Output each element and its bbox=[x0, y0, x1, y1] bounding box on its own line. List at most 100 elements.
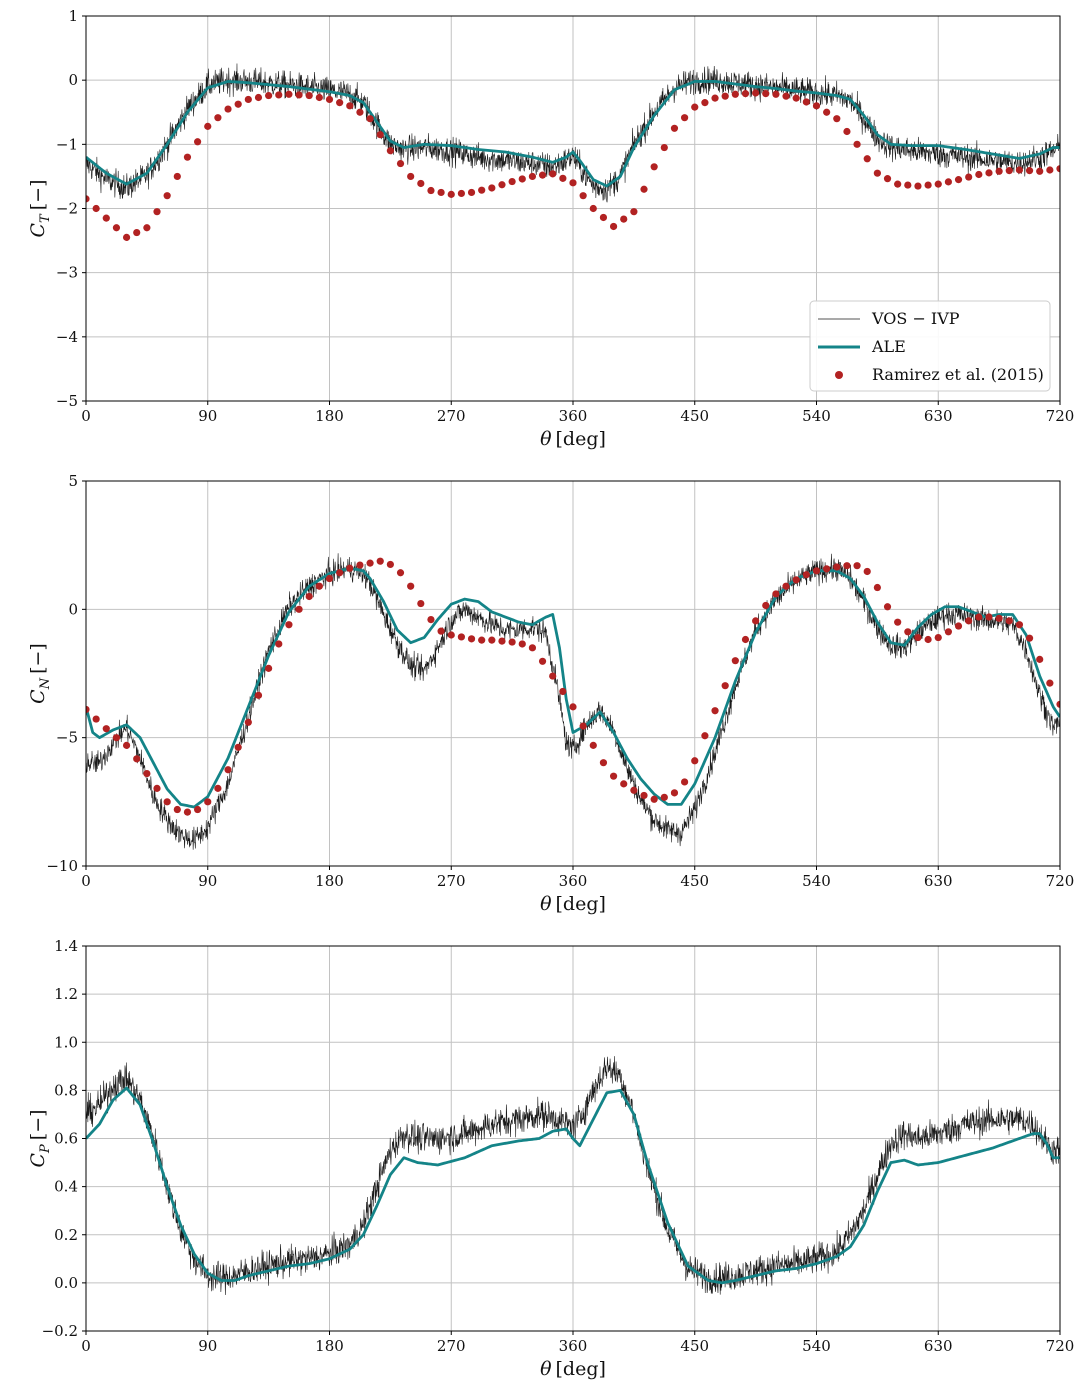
y-tick-label: 1 bbox=[68, 7, 78, 25]
series-ramirez-point bbox=[833, 115, 841, 123]
series-ramirez-point bbox=[305, 91, 313, 100]
series-ramirez-point bbox=[427, 616, 435, 624]
series-ramirez-point bbox=[92, 715, 100, 723]
series-ramirez-point bbox=[670, 789, 679, 797]
series-ramirez-point bbox=[376, 131, 384, 139]
series-ramirez-point bbox=[965, 617, 973, 625]
legend-label: VOS − IVP bbox=[871, 309, 960, 328]
series-ramirez-point bbox=[843, 127, 851, 136]
series-ramirez-point bbox=[153, 784, 161, 792]
y-tick-label: 5 bbox=[68, 472, 78, 490]
series-ramirez-point bbox=[1036, 655, 1044, 663]
x-tick-label: 270 bbox=[437, 1337, 466, 1355]
series-ramirez-point bbox=[772, 90, 780, 98]
series-ramirez-point bbox=[985, 613, 993, 621]
x-tick-label: 360 bbox=[559, 872, 588, 890]
series-ramirez-point bbox=[528, 644, 537, 652]
series-ramirez-point bbox=[528, 172, 537, 181]
legend-label: Ramirez et al. (2015) bbox=[872, 365, 1044, 384]
series-ramirez-point bbox=[772, 590, 780, 598]
series-ramirez-point bbox=[437, 627, 445, 635]
series-ramirez-point bbox=[356, 108, 364, 116]
x-axis-label-unit: [deg] bbox=[556, 893, 606, 915]
series-ramirez-point bbox=[1056, 165, 1060, 173]
series-ale-line bbox=[86, 80, 1060, 188]
series-ramirez-point bbox=[802, 98, 810, 106]
x-tick-label: 720 bbox=[1046, 1337, 1075, 1355]
series-ramirez-point bbox=[812, 102, 821, 110]
x-tick-label: 630 bbox=[924, 407, 953, 425]
y-tick-label: −5 bbox=[56, 729, 78, 747]
series-ramirez-point bbox=[650, 163, 658, 171]
series-ramirez-point bbox=[731, 90, 739, 98]
series-ramirez-point bbox=[579, 192, 587, 200]
series-ramirez-point bbox=[244, 95, 252, 104]
series-ramirez-point bbox=[944, 178, 953, 186]
series-ramirez-point bbox=[153, 208, 161, 216]
series-ramirez-point bbox=[194, 138, 202, 146]
series-ramirez-point bbox=[457, 633, 465, 641]
series-ramirez-point bbox=[86, 705, 90, 714]
series-ramirez-point bbox=[640, 185, 648, 193]
y-tick-label: 0 bbox=[68, 71, 78, 89]
series-ramirez-point bbox=[265, 664, 273, 672]
y-axis-label-sub: P bbox=[38, 1144, 53, 1154]
series-ramirez-point bbox=[386, 560, 394, 569]
series-ramirez-point bbox=[914, 633, 922, 642]
series-ramirez-point bbox=[467, 188, 476, 197]
series-ramirez-point bbox=[275, 640, 283, 648]
y-tick-label: 1.0 bbox=[54, 1033, 78, 1051]
plot-area bbox=[86, 63, 1060, 241]
series-ramirez-point bbox=[599, 213, 608, 222]
series-ramirez-point bbox=[366, 559, 374, 567]
y-axis-label-sub: N bbox=[38, 677, 53, 690]
series-ramirez-point bbox=[579, 722, 587, 730]
legend-swatch-ramirez bbox=[835, 371, 843, 379]
series-ramirez-point bbox=[325, 95, 334, 104]
x-tick-label: 180 bbox=[315, 1337, 344, 1355]
series-ramirez-point bbox=[833, 563, 841, 571]
series-ramirez-point bbox=[599, 759, 608, 767]
series-ramirez-point bbox=[873, 169, 881, 177]
y-tick-label: −2 bbox=[56, 200, 78, 218]
y-tick-label: 0 bbox=[68, 600, 78, 618]
x-tick-label: 90 bbox=[198, 407, 217, 425]
series-ramirez-point bbox=[640, 791, 648, 800]
x-tick-label: 360 bbox=[559, 407, 588, 425]
series-ramirez-point bbox=[1025, 167, 1034, 175]
y-axis-label-var: C bbox=[27, 222, 49, 237]
x-tick-label: 630 bbox=[924, 872, 953, 890]
x-tick-label: 270 bbox=[437, 872, 466, 890]
y-tick-label: −3 bbox=[56, 264, 78, 282]
series-ramirez-point bbox=[315, 582, 323, 590]
series-ramirez-point bbox=[498, 181, 506, 189]
series-ramirez-point bbox=[427, 186, 435, 195]
x-tick-label: 90 bbox=[198, 1337, 217, 1355]
series-ramirez-point bbox=[894, 618, 902, 626]
series-ramirez-point bbox=[691, 103, 699, 111]
y-tick-label: −4 bbox=[56, 328, 78, 346]
x-tick-label: 360 bbox=[559, 1337, 588, 1355]
series-ramirez-point bbox=[518, 175, 526, 183]
series-ramirez-point bbox=[975, 170, 983, 179]
series-ramirez-point bbox=[721, 92, 729, 100]
series-ramirez-point bbox=[234, 100, 242, 108]
series-ramirez-point bbox=[934, 180, 942, 188]
y-tick-label: 0.8 bbox=[54, 1081, 78, 1099]
series-ramirez-point bbox=[92, 204, 100, 213]
series-ramirez-point bbox=[620, 215, 628, 223]
x-axis-label: θ [deg] bbox=[540, 428, 606, 450]
x-axis-label-var: θ bbox=[540, 893, 552, 915]
series-ramirez-point bbox=[204, 122, 212, 130]
series-ramirez-point bbox=[741, 90, 750, 98]
series-ramirez-point bbox=[965, 173, 973, 181]
x-tick-label: 540 bbox=[802, 872, 831, 890]
series-ramirez-point bbox=[894, 180, 902, 188]
series-ramirez-point bbox=[194, 805, 202, 814]
series-ramirez-point bbox=[305, 592, 313, 601]
series-ramirez-point bbox=[853, 562, 861, 570]
series-ramirez-point bbox=[254, 93, 263, 102]
series-ramirez-point bbox=[478, 186, 486, 194]
series-ramirez-point bbox=[1036, 167, 1044, 175]
series-ramirez-point bbox=[112, 224, 121, 232]
